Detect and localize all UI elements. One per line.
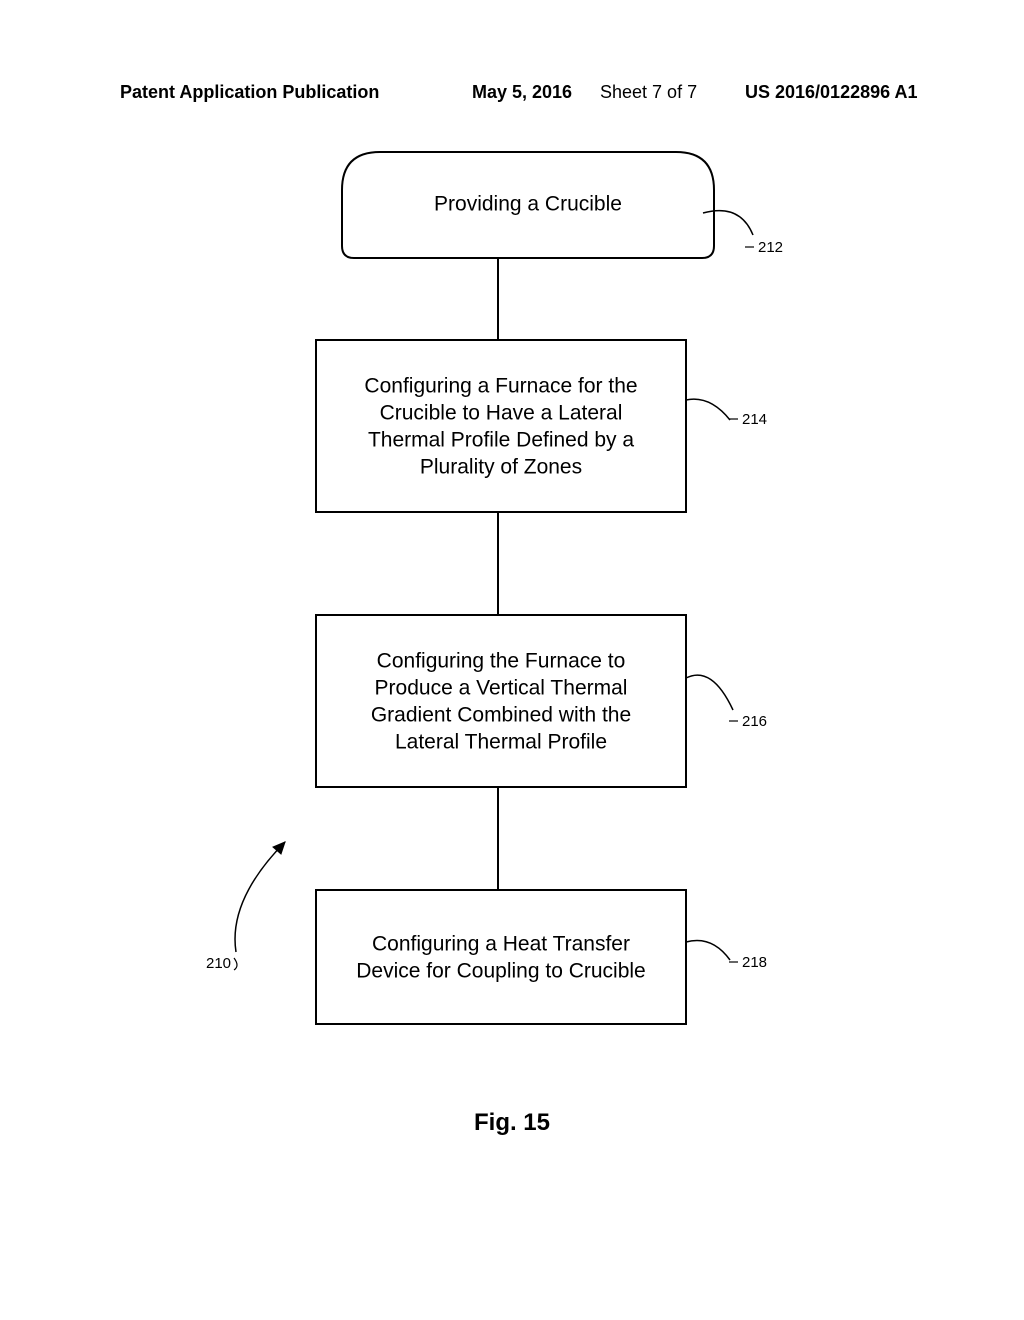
node-text-line: Gradient Combined with the xyxy=(371,704,631,727)
flowchart-node-n216: Configuring the Furnace to Produce a Vert… xyxy=(316,615,767,787)
leader-line xyxy=(686,399,730,420)
flowchart-node-n218: Configuring a Heat Transfer Device for Co… xyxy=(316,890,767,1024)
page-root: Patent Application Publication May 5, 20… xyxy=(0,0,1024,1320)
node-text-line: Providing a Crucible xyxy=(434,193,622,216)
node-text-line: Produce a Vertical Thermal xyxy=(375,677,628,700)
node-text-line: Configuring a Heat Transfer xyxy=(372,933,630,956)
reference-numeral: 218 xyxy=(742,954,767,971)
node-text-line: Thermal Profile Defined by a xyxy=(368,429,634,452)
overall-reference-210: 210 xyxy=(206,842,285,972)
node-text-line: Plurality of Zones xyxy=(420,456,582,479)
leader-line xyxy=(686,940,730,960)
node-text-line: Configuring the Furnace to xyxy=(377,650,626,673)
reference-numeral: 216 xyxy=(742,713,767,730)
node-text-line: Configuring a Furnace for the xyxy=(364,375,637,398)
node-text-line: Device for Coupling to Crucible xyxy=(356,960,645,983)
flowchart-node-n214: Configuring a Furnace for the Crucible to… xyxy=(316,340,767,512)
reference-numeral: 212 xyxy=(758,239,783,256)
node-text-line: Lateral Thermal Profile xyxy=(395,731,607,754)
flowchart-svg: Providing a Crucible 212 Configuring a Fur… xyxy=(0,0,1024,1320)
leader-line xyxy=(686,675,733,710)
figure-label: Fig. 15 xyxy=(474,1109,550,1136)
node-text-line: Crucible to Have a Lateral xyxy=(380,402,623,425)
flowchart-node-n212: Providing a Crucible 212 xyxy=(342,152,783,258)
reference-numeral: 210 xyxy=(206,955,231,972)
reference-numeral: 214 xyxy=(742,411,767,428)
leader-line xyxy=(703,211,753,235)
